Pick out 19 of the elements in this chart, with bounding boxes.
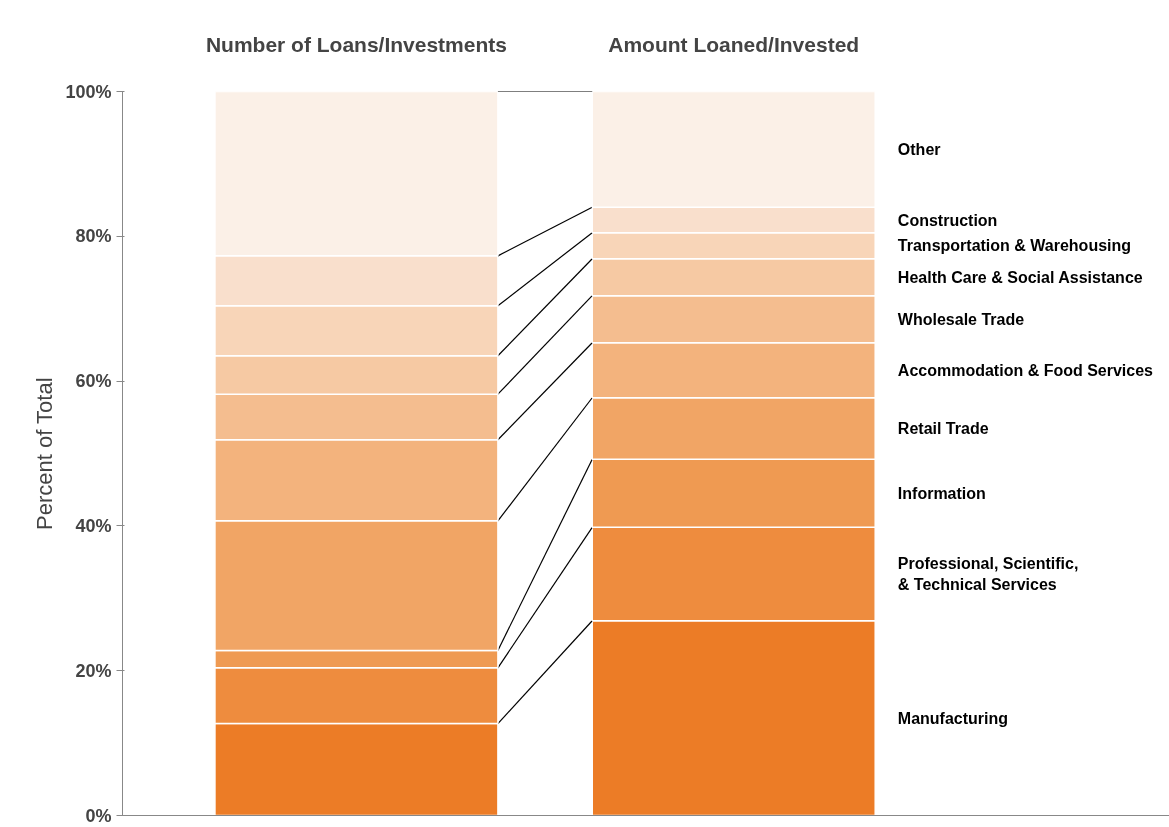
- y-tick-label: 0%: [85, 805, 112, 826]
- y-tick-label: 20%: [75, 660, 112, 681]
- series-label: Other: [897, 140, 941, 158]
- series-label: Transportation & Warehousing: [897, 237, 1132, 255]
- y-tick-label: 40%: [75, 515, 112, 536]
- series-label: Construction: [897, 211, 998, 229]
- y-tick-label: 60%: [75, 371, 112, 392]
- x-tick-label: Amount Loaned/Invested: [608, 32, 860, 56]
- y-tick-label: 80%: [75, 226, 112, 247]
- y-axis-title: Percent of Total: [32, 377, 58, 530]
- x-tick-label: Number of Loans/Investments: [205, 32, 507, 56]
- series-label: Health Care & Social Assistance: [897, 268, 1143, 286]
- series-label: Retail Trade: [897, 420, 989, 438]
- series-label: Professional, Scientific, & Technical Services: [897, 555, 1079, 593]
- series-label: Manufacturing: [897, 709, 1009, 727]
- y-tick-label: 100%: [65, 81, 112, 102]
- series-label: Information: [897, 484, 986, 502]
- series-label: Wholesale Trade: [897, 310, 1025, 328]
- series-label: Accommodation & Food Services: [897, 361, 1154, 379]
